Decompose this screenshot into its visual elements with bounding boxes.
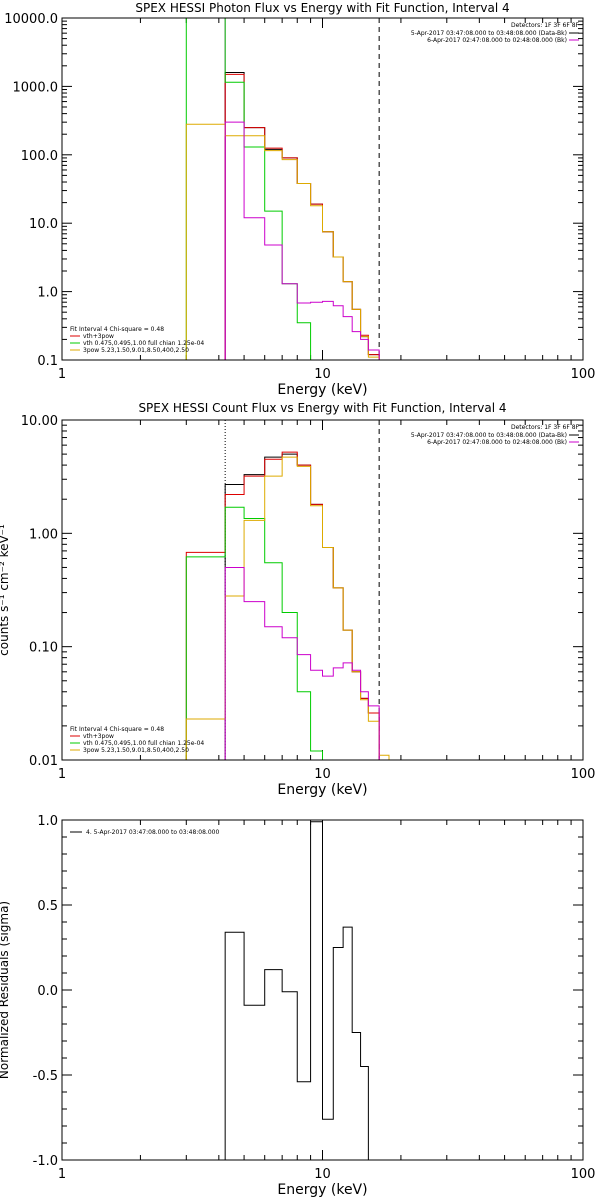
chart-title: SPEX HESSI Count Flux vs Energy with Fit… [138, 401, 506, 415]
y-tick-label: 0.10 [29, 641, 58, 656]
legend-entry-label: 5-Apr-2017 03:47:08.000 to 03:48:08.000 … [411, 30, 567, 37]
photon-flux-panel: SPEX HESSI Photon Flux vs Energy with Fi… [4, 1, 595, 398]
y-tick-label: 1.0 [37, 286, 58, 301]
x-tick-label: 10 [314, 1167, 331, 1182]
plot-frame [61, 419, 584, 761]
data-series-line [224, 821, 369, 1160]
plot-area [185, 451, 390, 760]
legend-header: Detectors: 1F 3F 6F 8F [511, 22, 580, 29]
data-series-line [224, 453, 380, 760]
x-tick-label: 10 [314, 367, 331, 382]
data-series-line [224, 566, 380, 760]
data-series-line [185, 506, 323, 760]
fit-legend-header: Fit Interval 4 Chi-square = 0.48 [70, 326, 164, 333]
fit-legend-label: vth+3pow [83, 333, 114, 340]
residuals-panel: 1 10 100 Energy (keV) -1.0 -0.5 0.0 0.5 1.0 Norma… [0, 814, 595, 1198]
legend-header: Detectors: 1F 3F 6F 8F [511, 424, 580, 431]
y-tick-label: 0.01 [29, 754, 58, 769]
y-axis-label: Normalized Residuals (sigma) [0, 901, 11, 1079]
fit-legend-label: 3pow 5.23,1.50,9.01,8.50,400,2.50 [83, 747, 189, 754]
x-tick-label: 1 [58, 1167, 66, 1182]
data-series-line [224, 121, 380, 360]
count-flux-panel: SPEX HESSI Count Flux vs Energy with Fit… [0, 401, 595, 798]
y-tick-label: 1000.0 [13, 80, 59, 95]
x-tick-label: 1 [58, 367, 66, 382]
data-series-line [185, 18, 323, 360]
plot-area [224, 821, 369, 1160]
y-axis-label: counts s⁻¹ cm⁻² keV⁻¹ [0, 524, 11, 656]
data-series-line [224, 73, 380, 360]
x-axis-label: Energy (keV) [277, 1182, 367, 1198]
legend-entry-label: 4. 5-Apr-2017 03:47:08.000 to 03:48:08.0… [86, 829, 219, 836]
y-tick-label: 100.0 [21, 149, 58, 164]
fit-legend-header: Fit Interval 4 Chi-square = 0.48 [70, 726, 164, 733]
x-tick-label: 100 [571, 367, 596, 382]
data-series-line [185, 123, 389, 360]
x-tick-label: 1 [58, 767, 66, 782]
plot-frame [61, 819, 584, 1161]
data-series-line [185, 451, 380, 760]
y-tick-label: 0.0 [37, 984, 58, 999]
y-tick-label: 10000.0 [4, 12, 58, 27]
plot-area [185, 18, 389, 360]
fit-legend-label: vth+3pow [83, 733, 114, 740]
legend-entry-label: 5-Apr-2017 03:47:08.000 to 03:48:08.000 … [411, 432, 567, 439]
y-tick-label: -1.0 [33, 1154, 58, 1169]
legend-entry-label: 6-Apr-2017 02:47:08.000 to 02:48:08.000 … [427, 439, 567, 446]
y-tick-label: 1.00 [29, 527, 58, 542]
x-tick-label: 10 [314, 767, 331, 782]
fit-legend-label: vth 0.475,0.495,1.00 full chian 1.25e-04 [83, 740, 204, 747]
legend-entry-label: 6-Apr-2017 02:47:08.000 to 02:48:08.000 … [427, 37, 567, 44]
x-tick-label: 100 [571, 767, 596, 782]
plot-frame [61, 17, 584, 361]
y-tick-label: -0.5 [33, 1069, 58, 1084]
y-tick-label: 1.0 [37, 814, 58, 829]
data-series-line [224, 71, 380, 360]
x-tick-label: 100 [571, 1167, 596, 1182]
fit-legend-label: vth 0.475,0.495,1.00 full chian 1.25e-04 [83, 340, 204, 347]
y-tick-label: 0.1 [37, 354, 58, 369]
x-axis-label: Energy (keV) [277, 382, 367, 398]
data-series-line [185, 456, 390, 760]
y-tick-label: 10.00 [21, 414, 58, 429]
x-axis-label: Energy (keV) [277, 782, 367, 798]
chart-title: SPEX HESSI Photon Flux vs Energy with Fi… [135, 1, 509, 15]
y-tick-label: 10.0 [29, 217, 58, 232]
fit-legend-label: 3pow 5.23,1.50,9.01,8.50,400,2.50 [83, 347, 189, 354]
y-tick-label: 0.5 [37, 899, 58, 914]
